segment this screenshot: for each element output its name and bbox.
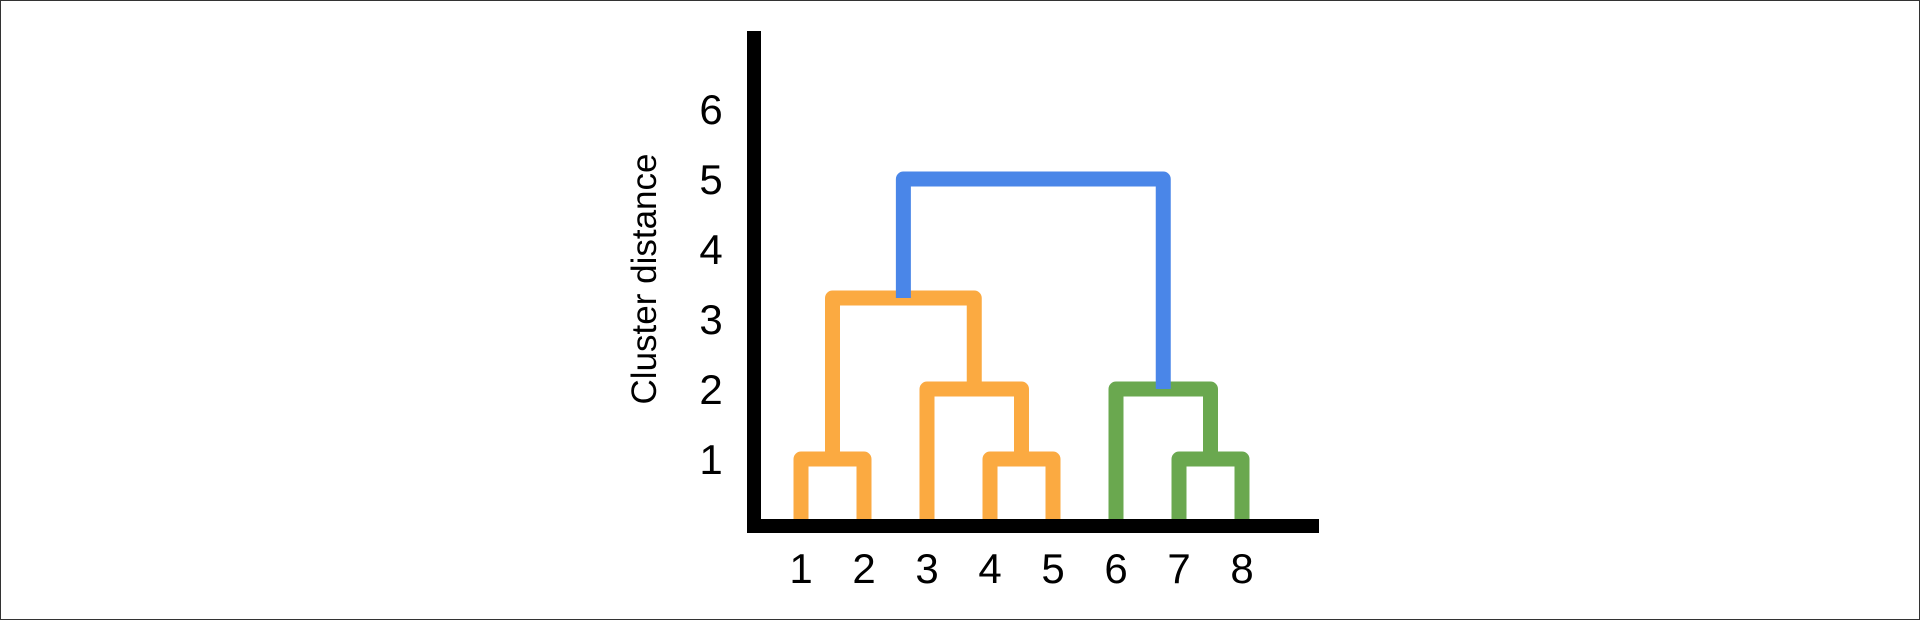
y-axis-title: Cluster distance bbox=[625, 154, 664, 405]
leaf-label: 7 bbox=[1167, 545, 1190, 592]
leaf-label: 5 bbox=[1041, 545, 1064, 592]
y-tick-label: 2 bbox=[699, 366, 722, 413]
link-merge-4-5 bbox=[982, 451, 1061, 529]
link-merge-12-345 bbox=[825, 290, 982, 459]
y-tick-label: 6 bbox=[699, 86, 722, 133]
y-tick-label: 5 bbox=[699, 156, 722, 203]
axes bbox=[747, 31, 1319, 533]
dendrogram-links bbox=[793, 171, 1250, 529]
link-merge-1-2 bbox=[793, 451, 872, 529]
y-tick-label: 4 bbox=[699, 226, 722, 273]
y-tick-label: 1 bbox=[699, 436, 722, 483]
leaf-label: 4 bbox=[978, 545, 1001, 592]
leaf-label: 2 bbox=[852, 545, 875, 592]
y-tick-label: 3 bbox=[699, 296, 722, 343]
link-merge-7-8 bbox=[1171, 451, 1250, 529]
leaf-label: 8 bbox=[1230, 545, 1253, 592]
leaf-label: 3 bbox=[915, 545, 938, 592]
link-merge-root bbox=[895, 171, 1171, 389]
leaf-label: 6 bbox=[1104, 545, 1127, 592]
leaf-label: 1 bbox=[789, 545, 812, 592]
y-tick-labels: 1 2 3 4 5 6 bbox=[699, 86, 722, 483]
